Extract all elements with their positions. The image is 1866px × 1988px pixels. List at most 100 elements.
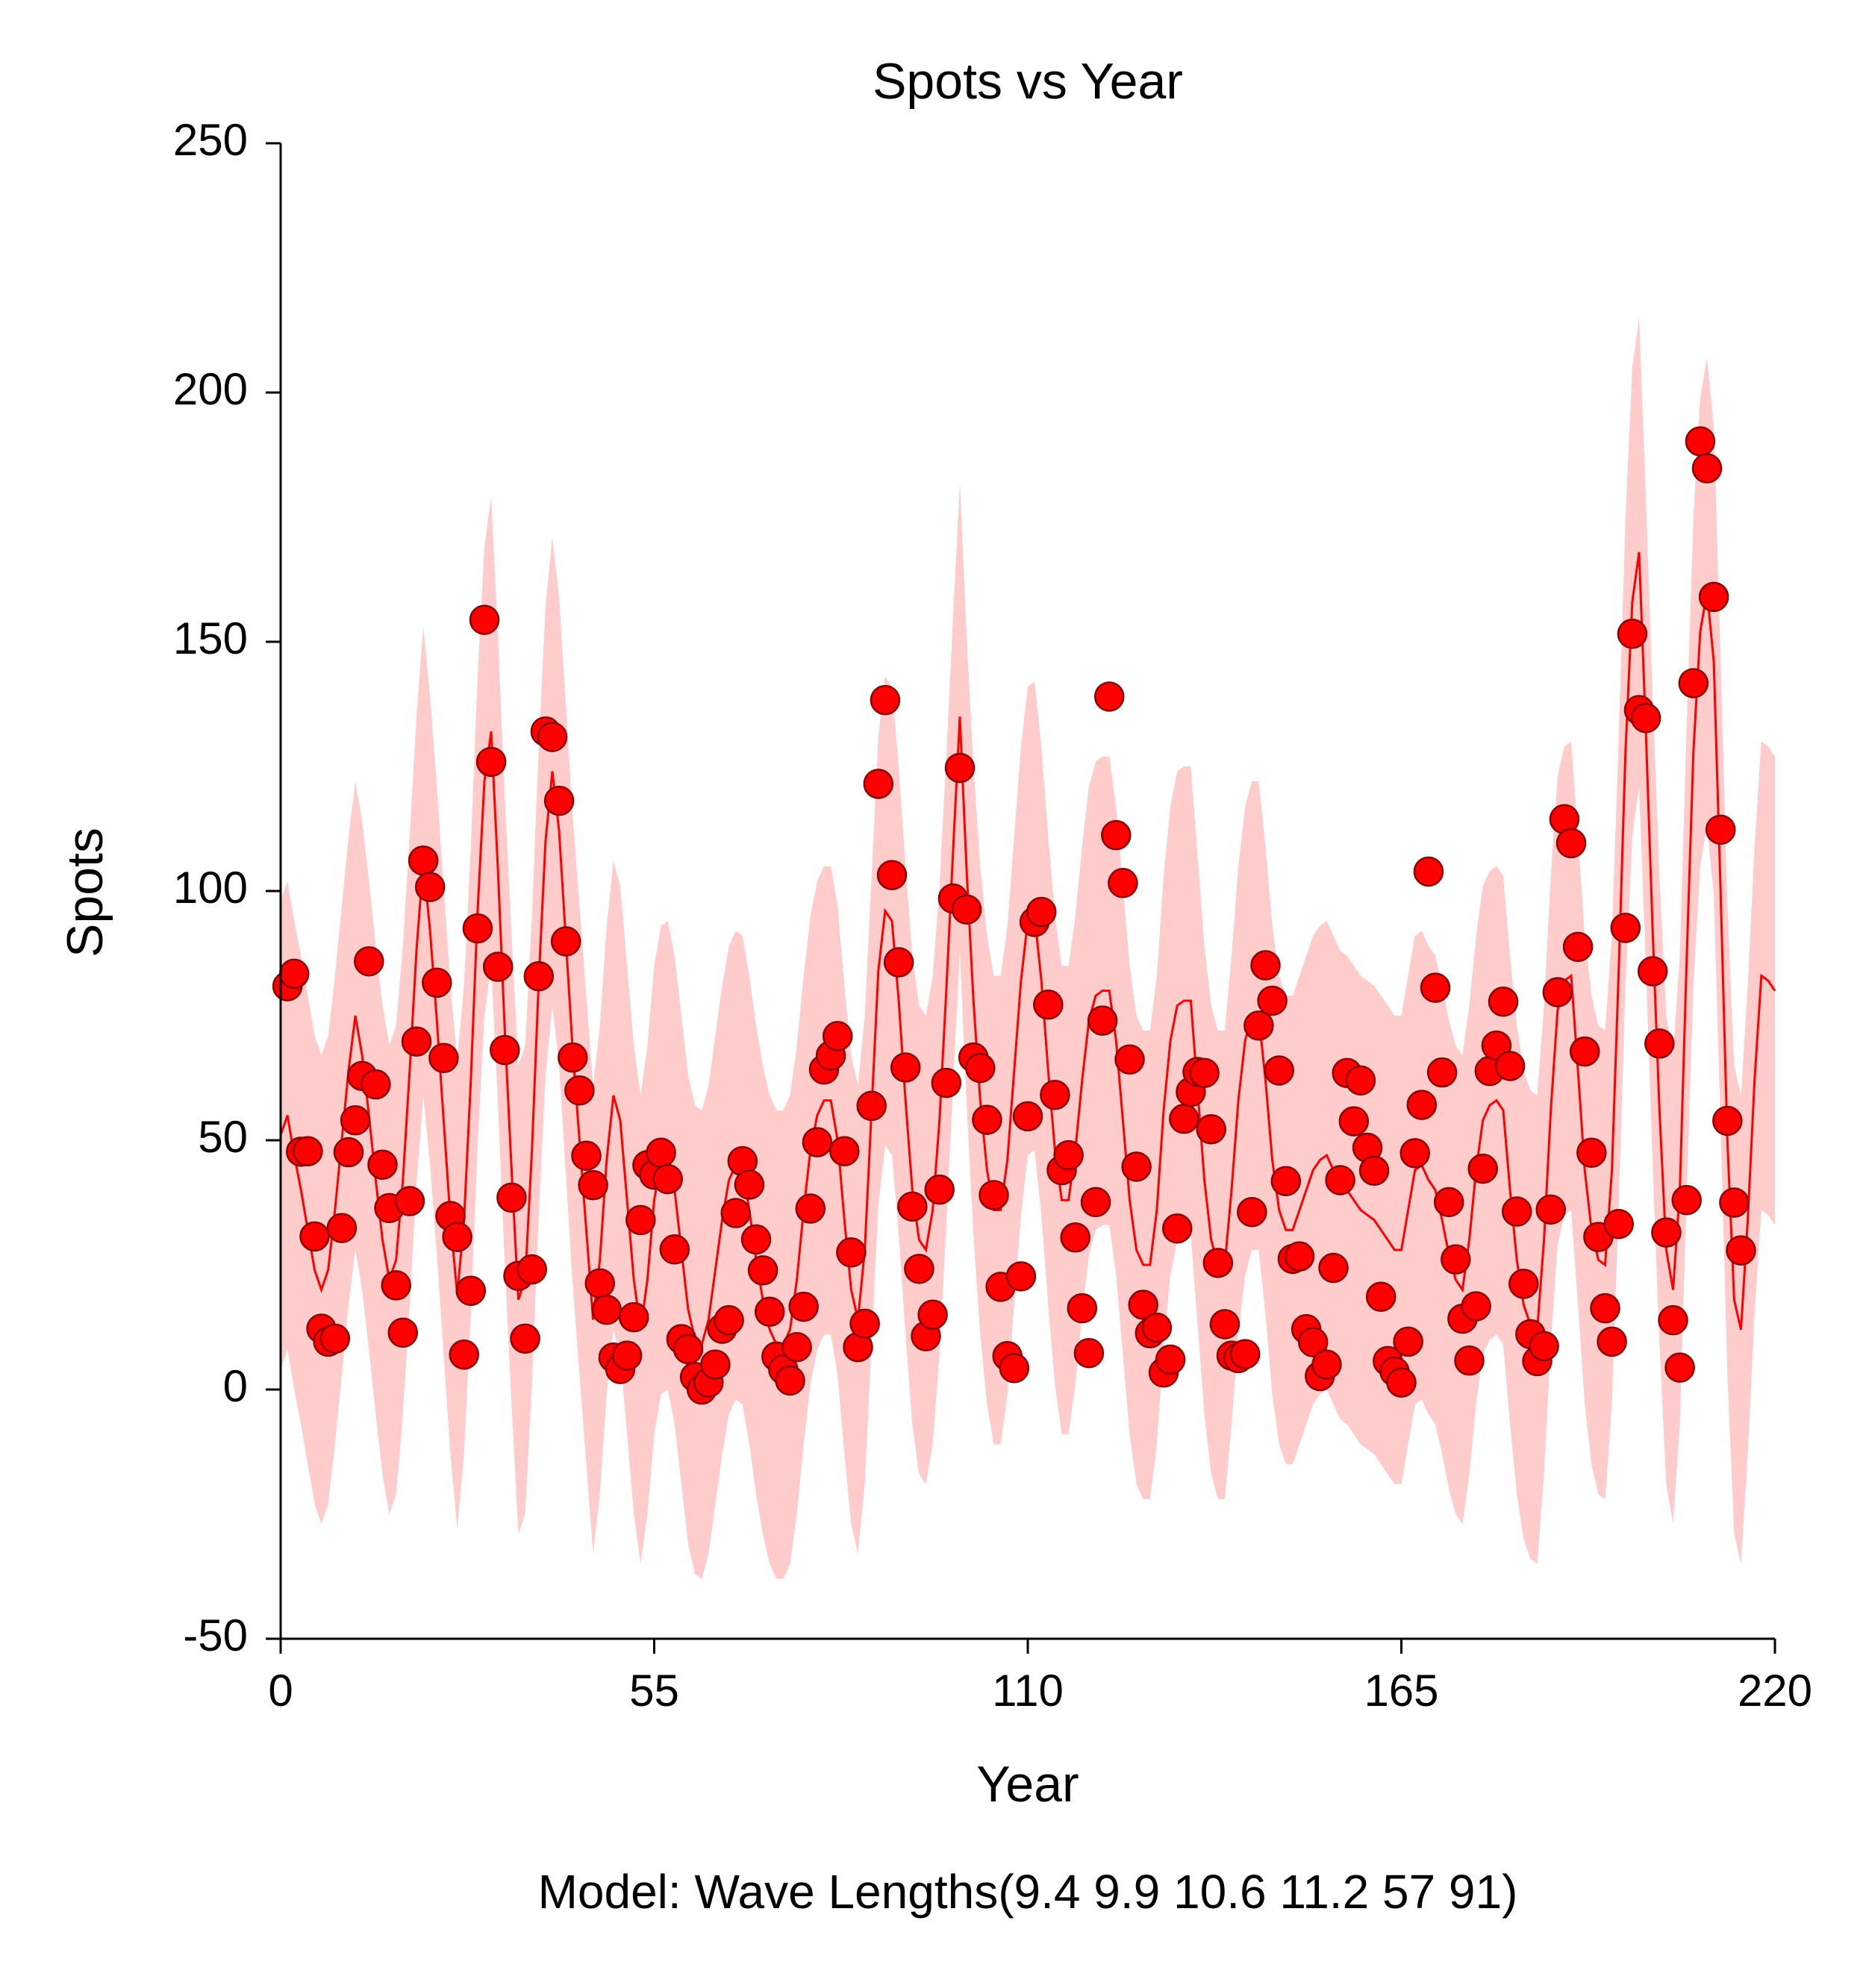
data-point <box>299 1221 330 1252</box>
data-point <box>517 1254 547 1285</box>
data-point <box>1386 1367 1417 1398</box>
data-point <box>578 1169 608 1201</box>
data-point <box>1610 913 1641 943</box>
data-point <box>822 1021 853 1051</box>
data-point <box>876 860 908 890</box>
y-tick-label: 100 <box>173 863 248 913</box>
data-point <box>1067 1292 1098 1324</box>
data-point <box>917 1299 948 1331</box>
data-point <box>1026 896 1057 928</box>
data-point <box>1461 1291 1491 1322</box>
data-point <box>1597 1326 1627 1357</box>
data-point <box>1325 1165 1355 1195</box>
data-point <box>972 1104 1002 1135</box>
data-point <box>1311 1349 1342 1380</box>
data-point <box>618 1301 649 1333</box>
data-point <box>1454 1345 1485 1376</box>
data-point <box>904 1254 934 1284</box>
data-point <box>1005 1261 1037 1292</box>
data-point <box>278 958 310 990</box>
data-point <box>1617 619 1648 649</box>
data-point <box>462 913 493 944</box>
data-point <box>1685 426 1716 457</box>
data-point <box>747 1255 778 1286</box>
data-point <box>475 746 507 778</box>
data-point <box>829 1136 860 1166</box>
data-point <box>802 1127 833 1157</box>
data-point <box>1590 1292 1620 1324</box>
y-tick-label: 0 <box>223 1361 248 1411</box>
data-point <box>700 1349 731 1380</box>
data-point <box>1250 950 1281 981</box>
x-axis-label: Year <box>976 1756 1079 1813</box>
data-point <box>775 1365 805 1396</box>
data-point <box>584 1268 615 1298</box>
data-point <box>496 1182 527 1213</box>
model-caption: Model: Wave Lengths(9.4 9.9 10.6 11.2 57… <box>538 1865 1518 1919</box>
data-point <box>1365 1281 1397 1313</box>
data-point <box>1529 1331 1559 1362</box>
data-point <box>1040 1079 1070 1110</box>
data-point <box>367 1149 398 1180</box>
data-point <box>1141 1312 1173 1343</box>
data-point <box>1338 1106 1370 1137</box>
data-point <box>1406 1090 1438 1120</box>
data-point <box>1501 1196 1532 1227</box>
data-point <box>1420 972 1451 1003</box>
data-point <box>319 1323 351 1354</box>
data-point <box>890 1052 921 1083</box>
data-point <box>897 1191 928 1222</box>
data-point <box>1535 1194 1566 1225</box>
data-point <box>469 604 500 635</box>
data-point <box>1393 1326 1423 1357</box>
data-point <box>836 1237 867 1268</box>
data-point <box>1542 977 1573 1007</box>
data-point <box>1433 1187 1464 1218</box>
x-tick-label: 110 <box>992 1666 1064 1716</box>
data-point <box>673 1334 704 1365</box>
data-point <box>543 785 575 816</box>
data-point <box>1426 1057 1458 1088</box>
data-point <box>659 1234 690 1265</box>
y-tick-label: 200 <box>173 364 248 414</box>
data-point <box>1237 1196 1267 1228</box>
x-tick-label: 220 <box>1738 1666 1812 1716</box>
data-point <box>740 1224 772 1255</box>
data-point <box>523 960 555 992</box>
data-point <box>1155 1344 1186 1375</box>
data-point <box>1508 1269 1539 1299</box>
data-point <box>1284 1241 1315 1272</box>
data-point <box>1087 1005 1118 1036</box>
data-point <box>625 1204 656 1236</box>
data-point <box>924 1174 955 1205</box>
data-point <box>1169 1104 1199 1134</box>
x-tick-label: 55 <box>629 1666 679 1716</box>
data-point <box>354 945 384 977</box>
data-point <box>1101 819 1132 851</box>
data-point <box>1189 1057 1220 1089</box>
data-point <box>1244 1010 1274 1041</box>
data-point <box>1488 987 1519 1017</box>
data-point <box>1128 1290 1158 1320</box>
data-point <box>333 1137 364 1168</box>
data-point <box>1726 1235 1756 1266</box>
data-point <box>863 769 894 799</box>
data-point <box>883 947 914 978</box>
y-tick-label: 150 <box>173 613 248 663</box>
chart-title: Spots vs Year <box>873 53 1183 110</box>
data-point <box>1705 814 1736 845</box>
data-point <box>1073 1337 1105 1369</box>
data-point <box>1345 1065 1376 1096</box>
y-axis-label: Spots <box>57 828 113 957</box>
data-point <box>1196 1114 1226 1145</box>
data-point <box>1114 1044 1145 1075</box>
data-point <box>510 1323 540 1354</box>
data-point <box>422 967 452 998</box>
data-point <box>1161 1213 1193 1244</box>
x-tick-label: 0 <box>268 1666 293 1716</box>
data-point <box>1413 856 1444 887</box>
data-point <box>1297 1327 1329 1357</box>
data-point <box>734 1169 765 1200</box>
